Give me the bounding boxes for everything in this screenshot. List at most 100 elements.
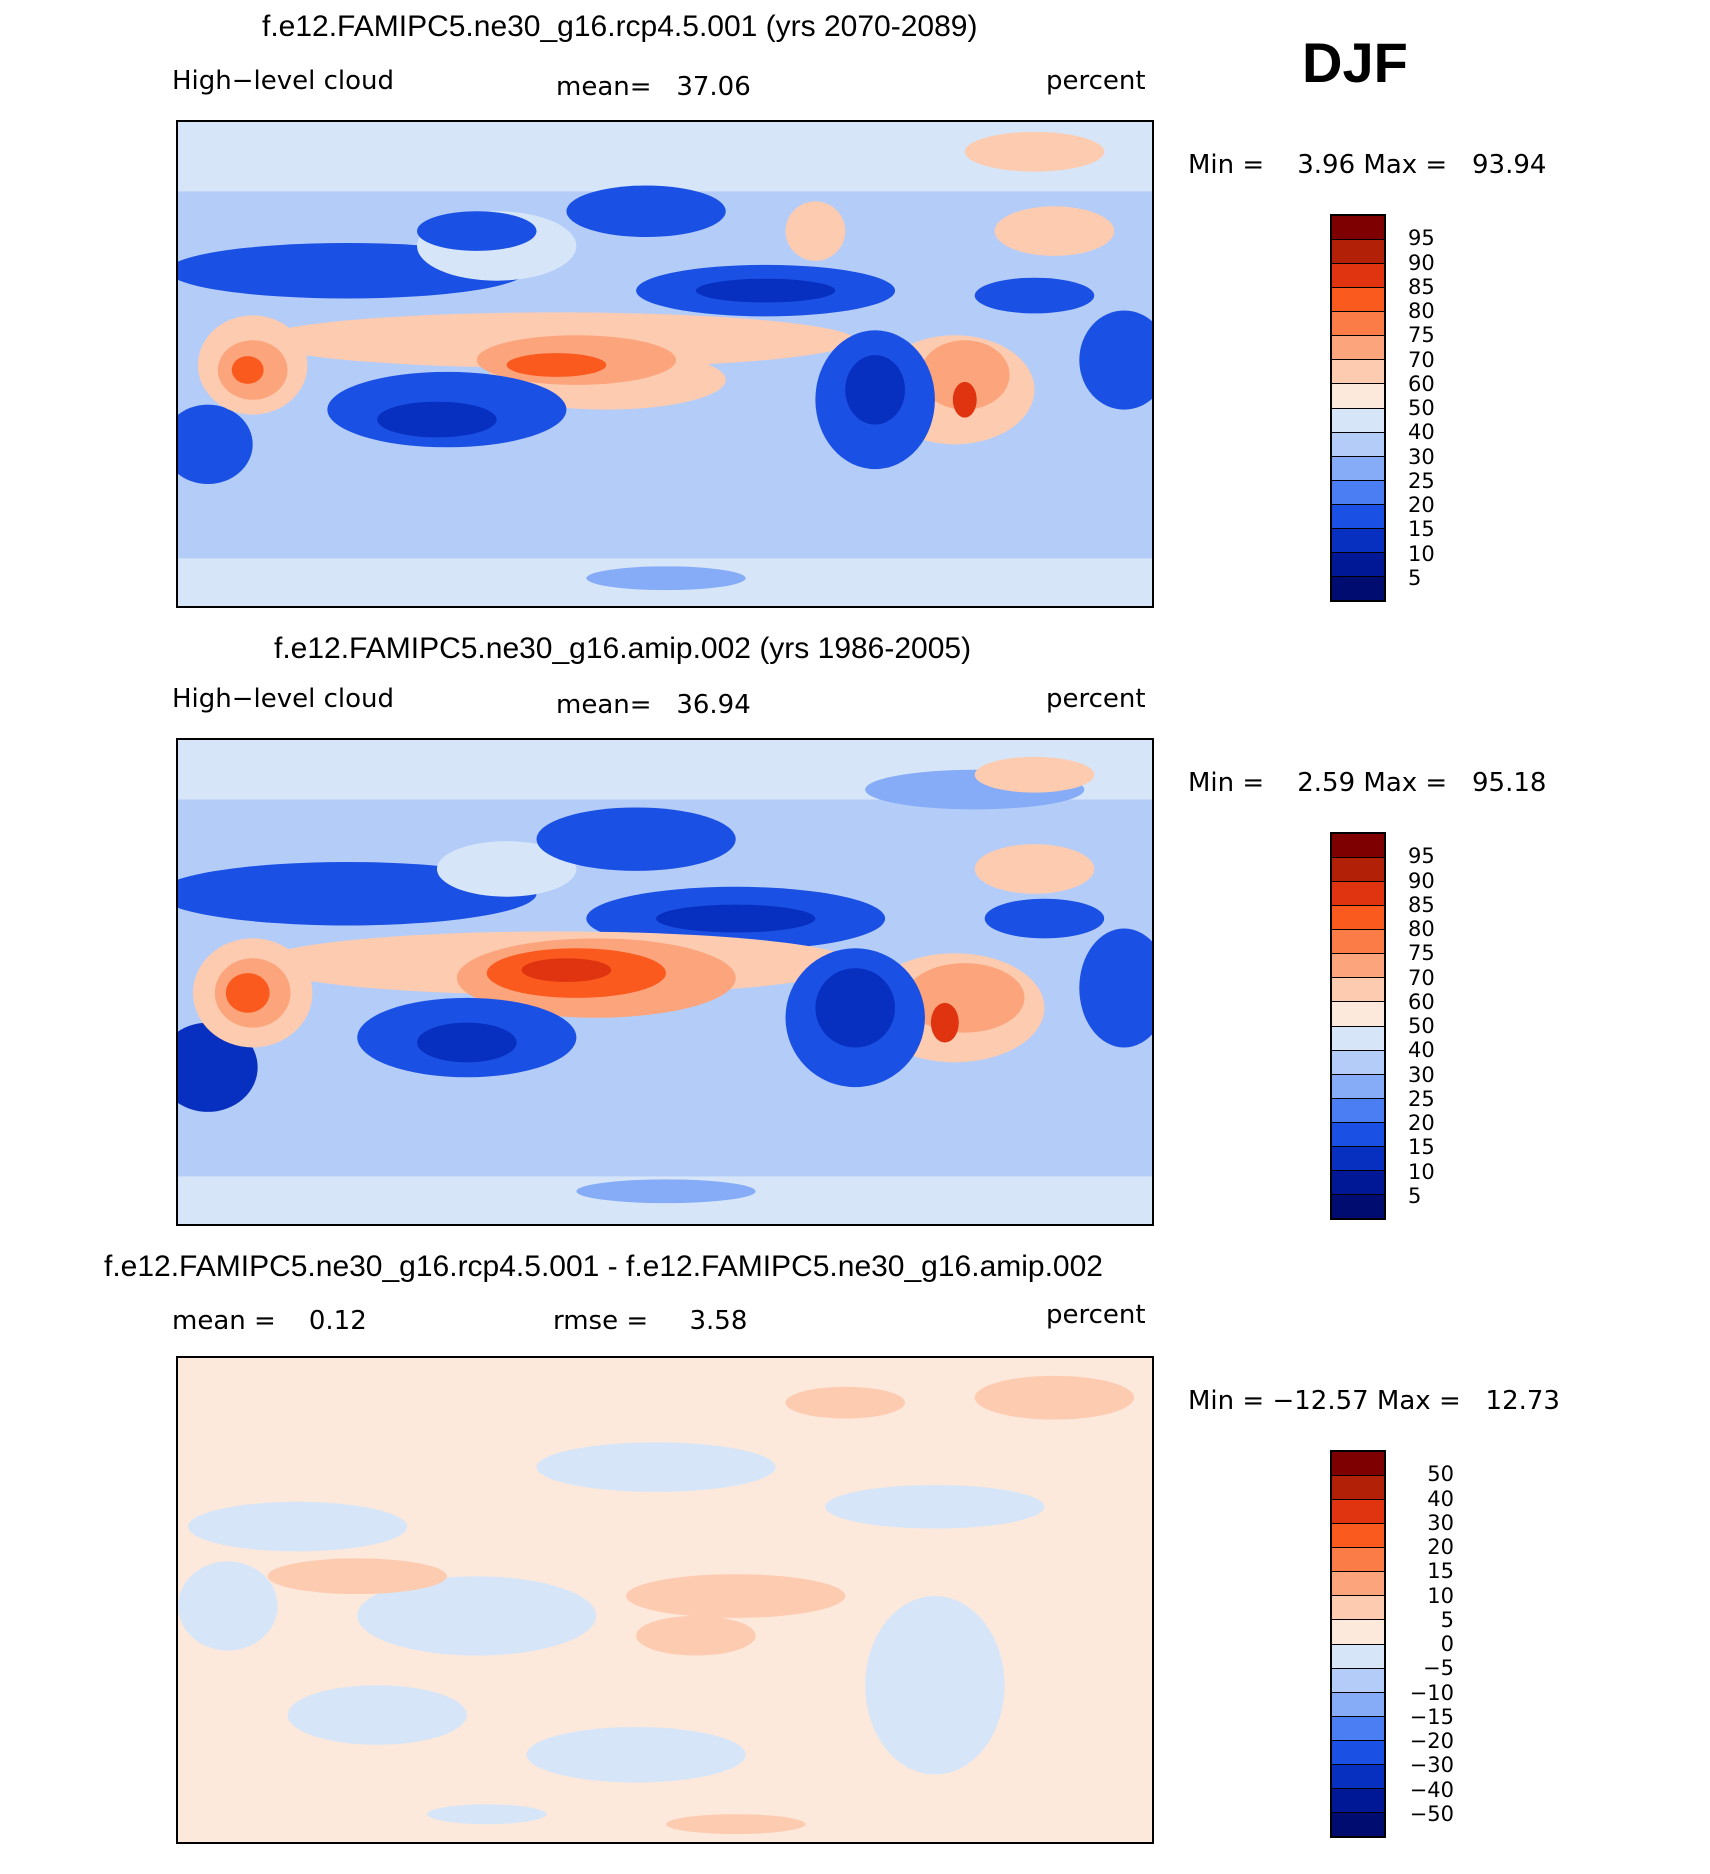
colorbar-tick-label: 5 xyxy=(1408,565,1422,590)
colorbar-swatch xyxy=(1332,264,1384,289)
colorbar-tick-label: 40 xyxy=(1408,420,1435,445)
colorbar-swatch xyxy=(1332,1668,1384,1693)
colorbar-swatch xyxy=(1332,504,1384,529)
colorbar-swatch xyxy=(1332,1644,1384,1669)
colorbar-tick-label: 30 xyxy=(1427,1510,1454,1535)
colorbar-tick-label: 25 xyxy=(1408,1086,1435,1111)
panel1-units-label: percent xyxy=(1046,66,1146,96)
panel3-title: f.e12.FAMIPC5.ne30_g16.rcp4.5.001 - f.e1… xyxy=(104,1250,1103,1283)
colorbar-swatch xyxy=(1332,1098,1384,1123)
colorbar-tick-label: 40 xyxy=(1427,1486,1454,1511)
colorbar-tick-label: 20 xyxy=(1408,1111,1435,1135)
colorbar-tick-label: 90 xyxy=(1408,250,1435,275)
colorbar-tick-label: 95 xyxy=(1408,844,1435,869)
colorbar-tick-label: 60 xyxy=(1408,371,1435,396)
colorbar-tick-label: 90 xyxy=(1408,868,1435,893)
colorbar-swatch xyxy=(1332,1572,1384,1597)
colorbar-swatch xyxy=(1332,312,1384,337)
colorbar-swatch xyxy=(1332,930,1384,955)
panel3-map xyxy=(176,1356,1154,1844)
panel2-map-plot xyxy=(178,740,1152,1224)
panel3-colorbar xyxy=(1330,1450,1386,1838)
panel1-mean-label: mean= 37.06 xyxy=(556,72,751,102)
panel1-colorbar xyxy=(1330,214,1386,602)
colorbar-swatch xyxy=(1332,216,1384,241)
colorbar-tick-label: 60 xyxy=(1408,989,1435,1014)
colorbar-swatch xyxy=(1332,834,1384,859)
colorbar-tick-label: 80 xyxy=(1408,917,1435,941)
panel3-rmse-label: rmse = 3.58 xyxy=(553,1306,748,1336)
colorbar-tick-label: −40 xyxy=(1409,1777,1454,1802)
panel1-map xyxy=(176,120,1154,608)
colorbar-tick-label: 85 xyxy=(1408,892,1435,917)
panel1-variable-label: High−level cloud xyxy=(172,66,395,96)
colorbar-tick-label: 50 xyxy=(1427,1462,1454,1487)
colorbar-swatch xyxy=(1332,1026,1384,1051)
panel3-mean-label: mean = 0.12 xyxy=(172,1306,367,1336)
colorbar-tick-label: 15 xyxy=(1408,517,1435,542)
colorbar-swatch xyxy=(1332,1122,1384,1147)
colorbar-swatch xyxy=(1332,858,1384,883)
panel2-units-label: percent xyxy=(1046,684,1146,714)
colorbar-swatch xyxy=(1332,1002,1384,1027)
colorbar-tick-label: 20 xyxy=(1408,493,1435,517)
colorbar-tick-label: 0 xyxy=(1440,1632,1454,1656)
colorbar-tick-label: 10 xyxy=(1427,1583,1454,1608)
colorbar-swatch xyxy=(1332,954,1384,979)
colorbar-tick-label: 10 xyxy=(1408,541,1435,566)
colorbar-swatch xyxy=(1332,456,1384,481)
panel2-mean-label: mean= 36.94 xyxy=(556,690,751,720)
colorbar-tick-label: 95 xyxy=(1408,226,1435,251)
colorbar-tick-label: 75 xyxy=(1408,323,1435,348)
colorbar-tick-label: −15 xyxy=(1409,1704,1454,1729)
colorbar-swatch xyxy=(1332,480,1384,505)
colorbar-tick-label: 15 xyxy=(1427,1559,1454,1584)
panel2-colorbar xyxy=(1330,832,1386,1220)
colorbar-swatch xyxy=(1332,360,1384,385)
colorbar-swatch xyxy=(1332,384,1384,409)
colorbar-tick-label: 5 xyxy=(1440,1607,1454,1632)
colorbar-tick-label: 40 xyxy=(1408,1038,1435,1063)
panel2-variable-label: High−level cloud xyxy=(172,684,395,714)
colorbar-tick-label: 20 xyxy=(1427,1535,1454,1559)
colorbar-tick-label: −30 xyxy=(1409,1753,1454,1778)
colorbar-swatch xyxy=(1332,1476,1384,1501)
colorbar-tick-label: 30 xyxy=(1408,444,1435,469)
colorbar-swatch xyxy=(1332,1050,1384,1075)
colorbar-tick-label: −20 xyxy=(1409,1729,1454,1753)
panel3-minmax: Min = −12.57 Max = 12.73 xyxy=(1188,1386,1560,1416)
colorbar-tick-label: 15 xyxy=(1408,1135,1435,1160)
colorbar-swatch xyxy=(1332,1764,1384,1789)
colorbar-swatch xyxy=(1332,1146,1384,1171)
colorbar-tick-label: −50 xyxy=(1409,1801,1454,1826)
colorbar-tick-label: 85 xyxy=(1408,274,1435,299)
panel3-units-label: percent xyxy=(1046,1300,1146,1330)
colorbar-swatch xyxy=(1332,906,1384,931)
panel2-map xyxy=(176,738,1154,1226)
colorbar-swatch xyxy=(1332,978,1384,1003)
colorbar-swatch xyxy=(1332,1170,1384,1195)
panel3-map-plot xyxy=(178,1358,1152,1842)
colorbar-swatch xyxy=(1332,432,1384,457)
colorbar-swatch xyxy=(1332,882,1384,907)
colorbar-swatch xyxy=(1332,1524,1384,1549)
colorbar-swatch xyxy=(1332,240,1384,265)
colorbar-tick-label: 50 xyxy=(1408,1014,1435,1038)
colorbar-tick-label: 80 xyxy=(1408,299,1435,323)
colorbar-swatch xyxy=(1332,1500,1384,1525)
colorbar-tick-label: 30 xyxy=(1408,1062,1435,1087)
colorbar-swatch xyxy=(1332,1716,1384,1741)
colorbar-tick-label: 25 xyxy=(1408,468,1435,493)
panel1-title: f.e12.FAMIPC5.ne30_g16.rcp4.5.001 (yrs 2… xyxy=(262,10,978,43)
colorbar-swatch xyxy=(1332,1074,1384,1099)
colorbar-swatch xyxy=(1332,552,1384,577)
season-label: DJF xyxy=(1302,31,1408,94)
colorbar-swatch xyxy=(1332,576,1384,600)
colorbar-swatch xyxy=(1332,1788,1384,1813)
panel1-minmax: Min = 3.96 Max = 93.94 xyxy=(1188,150,1547,180)
colorbar-tick-label: 5 xyxy=(1408,1183,1422,1208)
colorbar-swatch xyxy=(1332,1692,1384,1717)
colorbar-swatch xyxy=(1332,336,1384,361)
colorbar-tick-label: 75 xyxy=(1408,941,1435,966)
panel2-minmax: Min = 2.59 Max = 95.18 xyxy=(1188,768,1547,798)
